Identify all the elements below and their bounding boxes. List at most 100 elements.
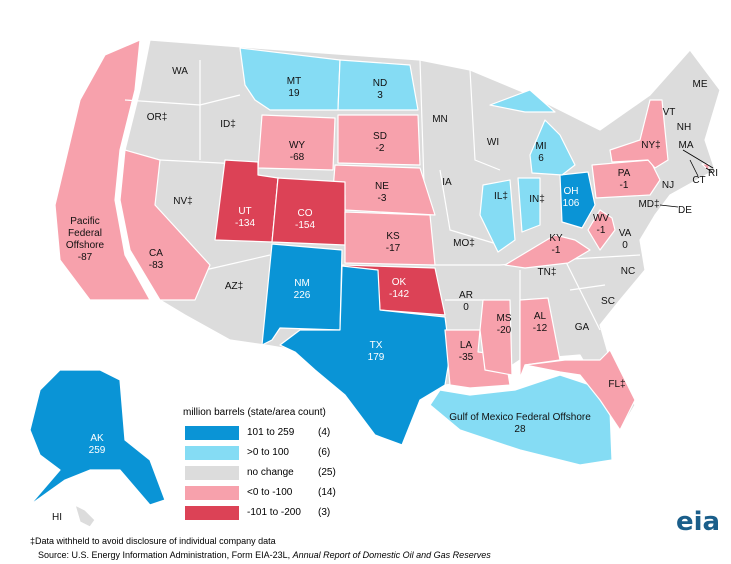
region-name: IL‡ — [494, 191, 508, 202]
region-label: AL -12 — [533, 311, 547, 335]
region-label: OK -142 — [389, 277, 409, 301]
state-ms — [479, 299, 513, 376]
region-name: MS — [496, 313, 512, 324]
region-name: ID‡ — [220, 119, 236, 130]
region-name: NV‡ — [173, 196, 193, 207]
region-name: KS — [386, 231, 400, 242]
region-label: NM 226 — [294, 278, 311, 302]
region-value: 259 — [88, 445, 106, 456]
region-label: CT — [692, 175, 705, 187]
region-name: GA — [574, 322, 590, 333]
region-label: CO -154 — [295, 208, 315, 232]
region-name: IA — [442, 177, 452, 188]
region-label: KS -17 — [386, 231, 400, 255]
state-wy — [257, 114, 336, 171]
state-ca — [119, 149, 211, 301]
state-tx — [279, 265, 451, 446]
region-label: AZ‡ — [225, 281, 243, 293]
region-label: NH — [677, 122, 691, 134]
legend-label: no change — [247, 467, 294, 478]
region-name: PA — [617, 168, 631, 179]
region-name: LA — [459, 340, 473, 351]
region-label: DE — [678, 205, 692, 217]
legend-label: 101 to 259 — [247, 427, 295, 438]
region-label: Gulf of Mexico Federal Offshore 28 — [449, 412, 591, 436]
region-label: ID‡ — [220, 119, 236, 131]
region-value: -20 — [496, 325, 512, 336]
region-label: WI — [487, 137, 499, 149]
legend-swatch — [185, 506, 239, 520]
region-label: SC — [601, 296, 615, 308]
region-value: -17 — [385, 243, 401, 254]
region-label: IA — [442, 177, 451, 189]
region-name: VA — [618, 228, 632, 239]
region-value: 0 — [622, 240, 628, 251]
footnote: ‡Data withheld to avoid disclosure of in… — [30, 536, 276, 546]
region-label: MO‡ — [453, 238, 475, 250]
region-name: SD — [373, 131, 387, 142]
region-label: OH 106 — [563, 186, 580, 210]
region-name: WA — [172, 66, 188, 77]
region-name: NM — [294, 278, 310, 289]
region-label: HI — [52, 512, 62, 524]
legend-swatch — [185, 446, 239, 460]
region-name: DE — [678, 205, 692, 216]
gulf-offshore — [429, 374, 613, 466]
region-value: -68 — [289, 152, 305, 163]
region-label: IL‡ — [494, 191, 508, 203]
region-name: OK — [391, 277, 407, 288]
region-value: -1 — [551, 245, 561, 256]
region-name: TN‡ — [537, 267, 557, 278]
region-label: ND 3 — [373, 78, 387, 102]
region-value: -154 — [294, 220, 316, 231]
region-label: FL‡ — [608, 379, 625, 391]
region-value: 6 — [538, 153, 544, 164]
region-label: AK 259 — [89, 433, 106, 457]
region-value: 0 — [463, 302, 469, 313]
region-name: OR‡ — [146, 112, 168, 123]
region-name: AR — [459, 290, 473, 301]
region-label: RI — [708, 168, 718, 180]
region-label: UT -134 — [235, 206, 255, 230]
region-name: FL‡ — [608, 379, 626, 390]
region-value: -1 — [596, 225, 606, 236]
state-oh — [559, 171, 596, 229]
region-value: -1 — [619, 180, 629, 191]
region-value: -134 — [234, 218, 256, 229]
region-label: VT — [663, 107, 676, 119]
region-name: SC — [601, 296, 615, 307]
region-name: MI — [535, 141, 547, 152]
region-value: -2 — [375, 143, 385, 154]
source-title: Annual Report of Domestic Oil and Gas Re… — [292, 550, 491, 560]
region-label: Pacific Federal Offshore -87 — [55, 216, 115, 264]
region-name: MD‡ — [638, 199, 660, 210]
region-value: -83 — [148, 260, 164, 271]
region-label: NC — [621, 266, 635, 278]
region-name: MT — [286, 76, 302, 87]
region-name: TX — [369, 340, 383, 351]
region-label: MD‡ — [638, 199, 659, 211]
region-name: KY — [549, 233, 563, 244]
legend-title: million barrels (state/area count) — [183, 407, 326, 418]
region-label: OR‡ — [147, 112, 168, 124]
region-name: IN‡ — [529, 194, 545, 205]
region-name: Gulf of Mexico Federal Offshore — [449, 412, 591, 423]
region-value: -3 — [377, 193, 387, 204]
pacific-offshore — [54, 39, 151, 301]
region-label: PA -1 — [618, 168, 631, 192]
region-name: WI — [486, 137, 500, 148]
state-nm — [261, 243, 343, 346]
region-name: NC — [620, 266, 636, 277]
state-sd — [337, 114, 421, 166]
region-name: WV — [592, 213, 610, 224]
region-name: ND — [372, 78, 388, 89]
region-label: AR 0 — [459, 290, 473, 314]
state-ak — [29, 369, 166, 506]
legend-count: (14) — [318, 487, 336, 498]
source-text: Source: U.S. Energy Information Administ… — [38, 550, 293, 560]
region-value: 3 — [377, 90, 383, 101]
legend-label: -101 to -200 — [247, 507, 301, 518]
region-value: -142 — [388, 289, 410, 300]
region-label: MN — [432, 114, 448, 126]
